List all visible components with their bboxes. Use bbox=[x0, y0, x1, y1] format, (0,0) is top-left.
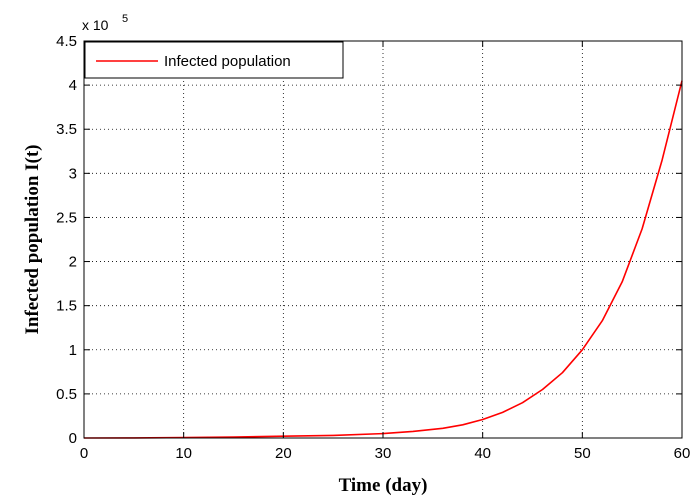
y-tick-label: 1 bbox=[69, 342, 77, 359]
legend: Infected population bbox=[84, 41, 344, 79]
x-tick-label: 50 bbox=[574, 445, 591, 462]
series-line-0 bbox=[83, 80, 683, 439]
y-tick-label: 0.5 bbox=[56, 386, 77, 403]
x-tick-label: 40 bbox=[474, 445, 491, 462]
ticks bbox=[83, 40, 683, 439]
series-layer bbox=[83, 80, 683, 439]
plot-area bbox=[84, 41, 682, 438]
x-tick-labels: 0 10 20 30 40 50 60 bbox=[80, 445, 690, 462]
x-axis-label: Time (day) bbox=[339, 475, 428, 496]
y-tick-label: 0 bbox=[69, 430, 77, 447]
y-tick-label: 2 bbox=[69, 254, 77, 271]
x-tick-label: 60 bbox=[674, 445, 690, 462]
y-tick-label: 2.5 bbox=[56, 209, 77, 226]
y-tick-label: 3.5 bbox=[56, 121, 77, 138]
y-tick-label: 1.5 bbox=[56, 298, 77, 315]
legend-label: Infected population bbox=[164, 53, 291, 70]
y-tick-labels: 0 0.5 1 1.5 2 2.5 3 3.5 4 4.5 bbox=[56, 33, 77, 447]
y-tick-label: 4.5 bbox=[56, 33, 77, 50]
legend-box bbox=[84, 41, 344, 79]
y-multiplier-base: x 10 bbox=[82, 17, 109, 33]
x-tick-label: 0 bbox=[80, 445, 88, 462]
y-tick-label: 3 bbox=[69, 165, 77, 182]
x-tick-label: 20 bbox=[275, 445, 292, 462]
y-axis-label: Infected population I(t) bbox=[22, 144, 43, 334]
x-tick-label: 30 bbox=[375, 445, 392, 462]
y-tick-label: 4 bbox=[69, 77, 77, 94]
y-multiplier-exponent: 5 bbox=[122, 13, 128, 25]
x-tick-label: 10 bbox=[175, 445, 192, 462]
